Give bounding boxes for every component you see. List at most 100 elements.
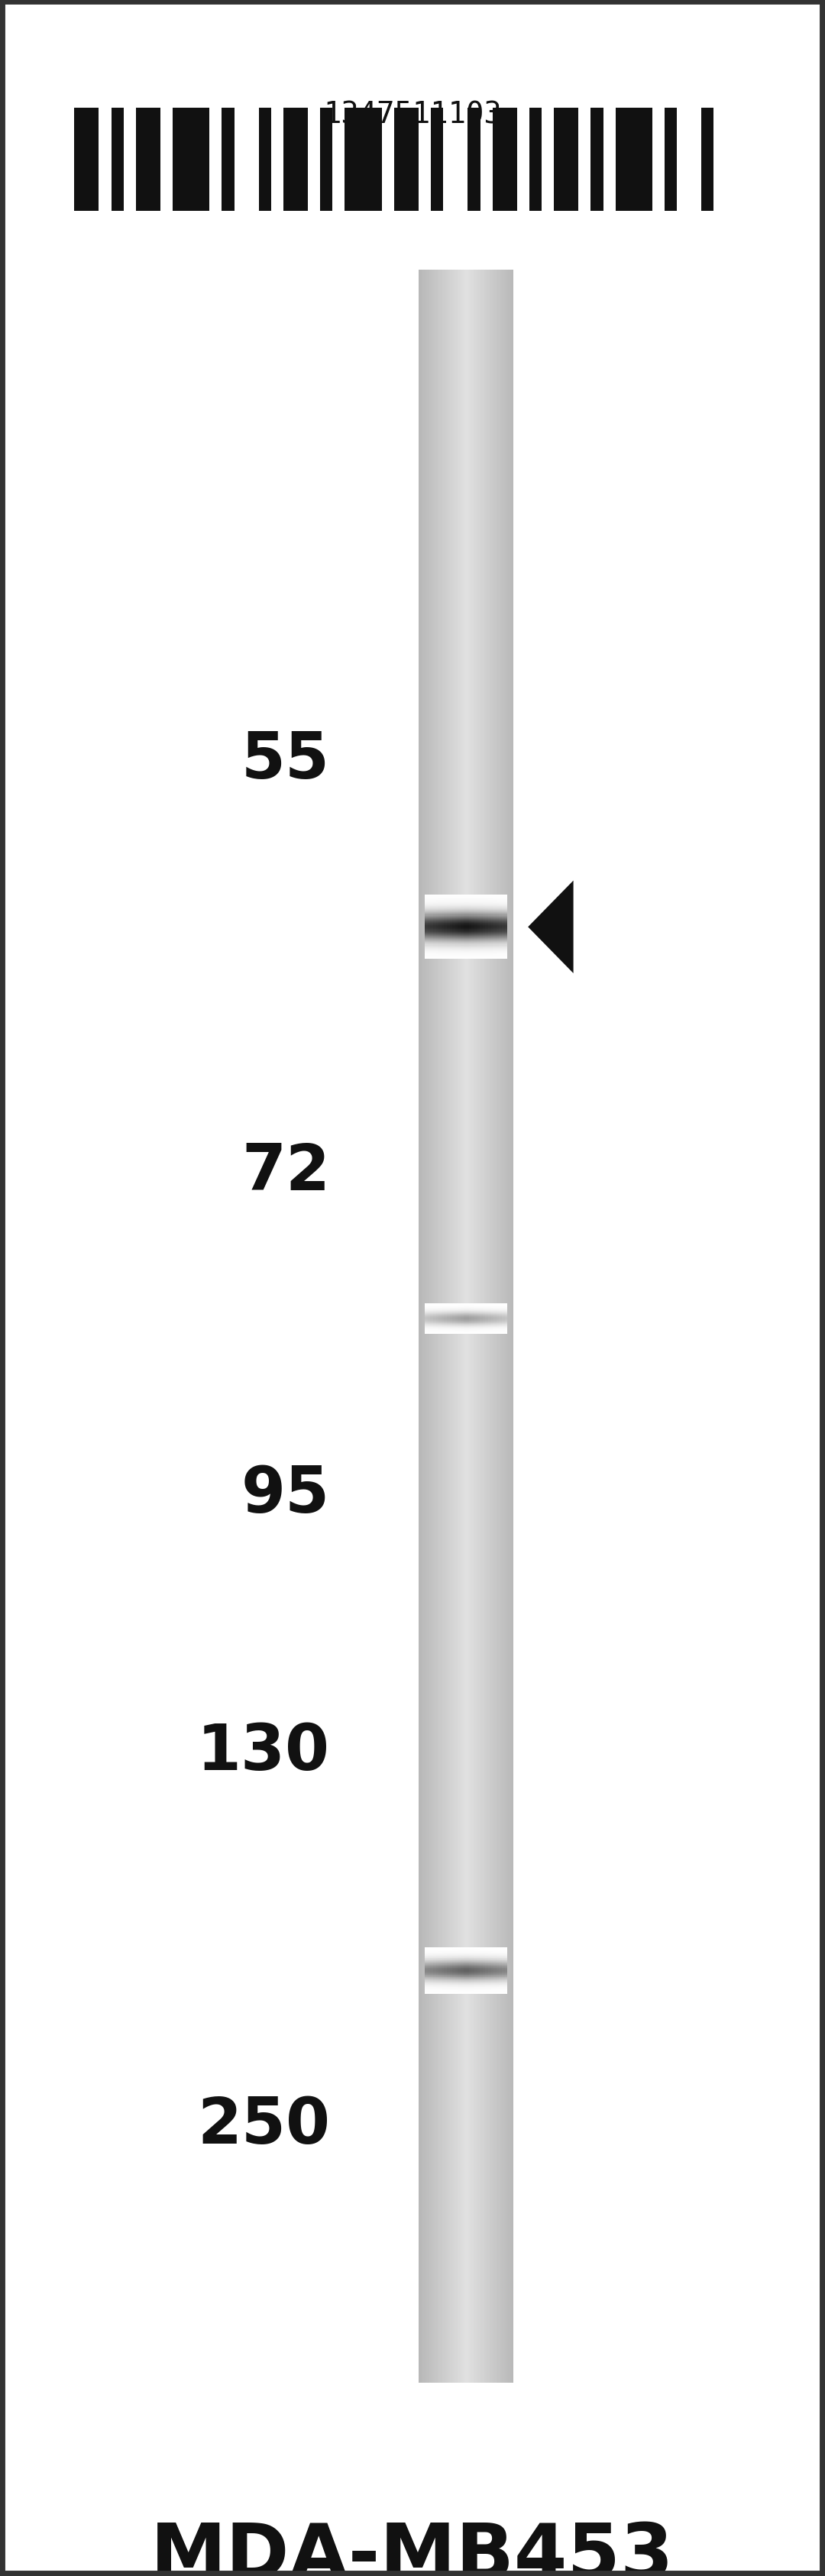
Bar — [443, 270, 445, 2383]
Bar — [431, 270, 432, 2383]
Text: 250: 250 — [197, 2094, 330, 2156]
Text: 72: 72 — [242, 1141, 330, 1203]
Bar — [345, 108, 382, 211]
Bar — [427, 270, 428, 2383]
Bar — [498, 270, 499, 2383]
Bar — [437, 270, 439, 2383]
Bar — [172, 108, 210, 211]
Bar — [465, 270, 466, 2383]
Bar — [512, 270, 513, 2383]
Bar — [222, 108, 234, 211]
Bar — [423, 270, 424, 2383]
Bar — [447, 270, 448, 2383]
Bar — [432, 270, 433, 2383]
Bar — [530, 108, 542, 211]
Bar — [478, 270, 479, 2383]
Bar — [494, 270, 496, 2383]
Bar — [466, 270, 467, 2383]
Bar — [506, 270, 507, 2383]
Bar — [467, 270, 468, 2383]
Bar — [481, 270, 483, 2383]
Bar — [426, 270, 427, 2383]
Bar — [615, 108, 653, 211]
Text: 95: 95 — [241, 1463, 330, 1525]
Bar — [484, 270, 485, 2383]
Bar — [429, 270, 430, 2383]
Bar — [446, 270, 447, 2383]
Bar — [461, 270, 462, 2383]
Bar — [488, 270, 489, 2383]
Bar — [468, 108, 480, 211]
Bar — [701, 108, 714, 211]
Bar — [450, 270, 451, 2383]
Bar — [470, 270, 471, 2383]
Bar — [665, 108, 677, 211]
Bar — [504, 270, 505, 2383]
Bar — [436, 270, 437, 2383]
Bar — [497, 270, 498, 2383]
Bar — [464, 270, 465, 2383]
Bar — [487, 270, 488, 2383]
Bar — [503, 270, 504, 2383]
Bar — [489, 270, 490, 2383]
Text: 1347511103: 1347511103 — [323, 100, 502, 129]
Bar — [441, 270, 442, 2383]
Bar — [510, 270, 511, 2383]
Bar — [451, 270, 452, 2383]
Bar — [475, 270, 477, 2383]
Bar — [473, 270, 474, 2383]
Bar — [496, 270, 497, 2383]
Bar — [455, 270, 456, 2383]
Bar — [111, 108, 124, 211]
Bar — [486, 270, 487, 2383]
Bar — [491, 270, 492, 2383]
Bar — [442, 270, 443, 2383]
Bar — [454, 270, 455, 2383]
Bar — [460, 270, 461, 2383]
Bar — [479, 270, 480, 2383]
Bar — [485, 270, 486, 2383]
Bar — [449, 270, 450, 2383]
Bar — [74, 108, 99, 211]
Bar — [439, 270, 440, 2383]
Bar — [591, 108, 603, 211]
Bar — [492, 270, 493, 2383]
Bar — [453, 270, 454, 2383]
Bar — [394, 108, 418, 211]
Bar — [434, 270, 435, 2383]
Bar — [472, 270, 473, 2383]
Bar — [477, 270, 478, 2383]
Bar — [462, 270, 464, 2383]
Text: MDA-MB453: MDA-MB453 — [151, 2519, 674, 2576]
Bar — [452, 270, 453, 2383]
Bar — [505, 270, 506, 2383]
Bar — [428, 270, 429, 2383]
Bar — [445, 270, 446, 2383]
Bar — [283, 108, 308, 211]
Bar — [435, 270, 436, 2383]
Bar — [448, 270, 449, 2383]
Bar — [508, 270, 509, 2383]
Bar — [457, 270, 458, 2383]
Bar — [458, 270, 459, 2383]
Bar — [474, 270, 475, 2383]
Bar — [469, 270, 470, 2383]
Bar — [421, 270, 422, 2383]
Bar — [500, 270, 502, 2383]
Bar — [471, 270, 472, 2383]
Bar — [459, 270, 460, 2383]
Polygon shape — [528, 881, 573, 974]
Bar — [430, 270, 431, 2383]
Bar — [433, 270, 434, 2383]
Bar — [440, 270, 441, 2383]
Bar — [493, 270, 494, 2383]
Bar — [418, 270, 420, 2383]
Bar — [259, 108, 271, 211]
Bar — [511, 270, 512, 2383]
Bar — [509, 270, 510, 2383]
Bar — [320, 108, 332, 211]
Bar — [468, 270, 469, 2383]
Bar — [420, 270, 421, 2383]
Text: 55: 55 — [242, 729, 330, 791]
Bar — [499, 270, 500, 2383]
